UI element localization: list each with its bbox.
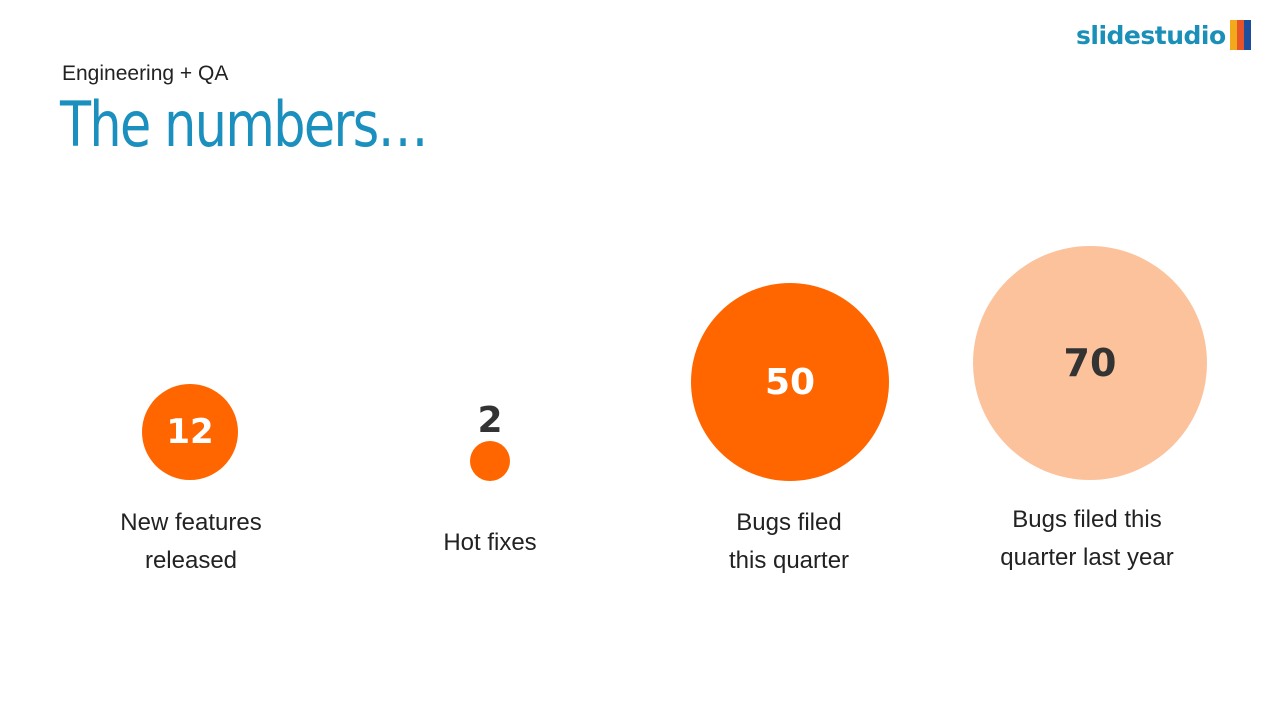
stat-value: 2 — [477, 400, 503, 441]
stat-label: Hot fixes — [360, 524, 620, 562]
label-line: Bugs filed — [736, 509, 842, 536]
stat-label: Bugs filed this quarter — [659, 504, 919, 580]
label-line: quarter last year — [1000, 544, 1174, 571]
label-line: Hot fixes — [443, 529, 537, 556]
stat-label: Bugs filed this quarter last year — [957, 501, 1217, 577]
stat-value: 70 — [1063, 341, 1117, 385]
slidestudio-logo: slidestudio — [1076, 20, 1251, 50]
slide-subtitle: Engineering + QA — [62, 62, 229, 85]
stat-bubble-bugs-last-year: 70 — [973, 246, 1207, 480]
label-line: New features — [120, 509, 262, 536]
label-line: released — [144, 547, 238, 574]
stat-bubble-hot-fixes — [470, 441, 510, 481]
logo-mark-icon — [1229, 20, 1251, 50]
stat-value: 50 — [764, 361, 816, 403]
label-line: Bugs filed this — [1012, 506, 1162, 533]
stat-bubble-new-features: 12 — [142, 384, 238, 480]
slide-title: The numbers… — [60, 88, 428, 161]
label-line: this quarter — [728, 547, 850, 574]
stat-value: 12 — [166, 412, 214, 452]
stat-label: New features released — [61, 504, 321, 580]
logo-text: slidestudio — [1076, 20, 1226, 50]
stat-bubble-bugs-this-quarter: 50 — [691, 283, 889, 481]
